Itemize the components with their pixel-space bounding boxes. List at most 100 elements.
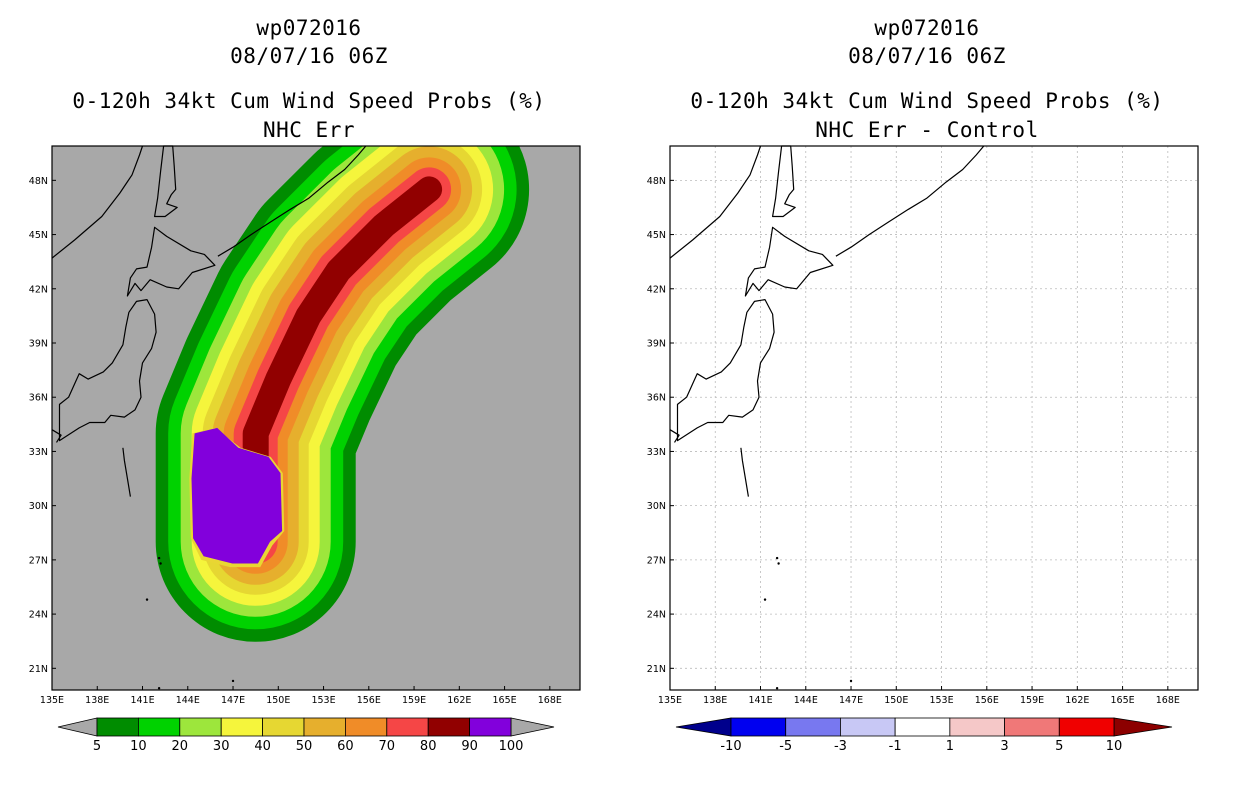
lon-tick-label: 144E xyxy=(794,695,818,706)
lat-tick-label: 36N xyxy=(647,393,666,404)
island-dot xyxy=(159,562,162,565)
lon-tick-label: 165E xyxy=(1111,695,1135,706)
lat-tick-label: 45N xyxy=(29,230,48,241)
lon-tick-label: 150E xyxy=(884,695,908,706)
map-frame xyxy=(669,145,1199,691)
lon-tick-label: 162E xyxy=(447,695,471,706)
lat-tick-label: 21N xyxy=(29,664,48,675)
coastline-hokkaido xyxy=(744,226,834,297)
lat-tick-label: 42N xyxy=(29,284,48,295)
colorbar-swatch xyxy=(469,717,512,737)
coastlines xyxy=(669,145,985,690)
colorbar-label: -1 xyxy=(889,739,902,754)
lat-tick-label: 30N xyxy=(647,501,666,512)
island-dot xyxy=(145,598,149,601)
lat-tick-label: 30N xyxy=(29,501,48,512)
lat-tick-label: 36N xyxy=(29,393,48,404)
lat-tick-label: 48N xyxy=(647,176,666,187)
lat-tick-label: 42N xyxy=(647,284,666,295)
island-dot xyxy=(157,686,161,690)
map-background xyxy=(670,146,1198,690)
coastline-sakhalin xyxy=(154,145,178,218)
axes: 21N 24N 27N 30N 33N 36N 39N 42N 45N 48N 135E 138E 14… xyxy=(647,176,1180,706)
island-dot xyxy=(775,556,779,560)
lon-tick-label: 156E xyxy=(357,695,381,706)
prob-band-100 xyxy=(191,427,283,564)
colorbar-label: -3 xyxy=(834,739,847,754)
colorbar-swatch xyxy=(949,717,1005,737)
coastline-izu xyxy=(740,447,749,497)
left-panel-probabilities: wp072016 08/07/16 06Z 0-120h 34kt Cum Wi… xyxy=(29,16,581,754)
right-panel-difference: wp072016 08/07/16 06Z 0-120h 34kt Cum Wi… xyxy=(618,0,1236,800)
map-frame xyxy=(51,145,581,691)
lat-tick-label: 33N xyxy=(29,447,48,458)
colorbar-label: 70 xyxy=(379,739,396,754)
axes: 21N 24N 27N 30N 33N 36N 39N 42N 45N 48N 135E 138E 14… xyxy=(29,176,562,706)
lon-tick-label: 165E xyxy=(493,695,517,706)
lon-tick-label: 153E xyxy=(929,695,953,706)
difference-map: 21N 24N 27N 30N 33N 36N 39N 42N 45N 48N 135E 138E 14… xyxy=(647,145,1199,754)
island-dot xyxy=(231,679,235,683)
subtitle: NHC Err - Control xyxy=(815,118,1039,142)
probability-plume xyxy=(155,146,530,642)
coastline-honshu xyxy=(676,299,775,442)
colorbar-over-arrow xyxy=(1113,717,1173,737)
coastline-hokkaido xyxy=(126,226,216,297)
colorbar-label: 40 xyxy=(254,739,271,754)
coastline-mainland xyxy=(669,145,762,259)
colorbar-swatch xyxy=(220,717,263,737)
island-dot xyxy=(157,556,161,560)
colorbar-label: 100 xyxy=(499,739,524,754)
colorbar-swatch xyxy=(894,717,951,737)
colorbar-label: 5 xyxy=(93,739,101,754)
colorbar-under-arrow xyxy=(675,717,732,737)
lat-tick-label: 27N xyxy=(29,555,48,566)
coastline-kurils xyxy=(217,145,367,257)
lat-tick-label: 48N xyxy=(29,176,48,187)
colorbar-label: 10 xyxy=(130,739,147,754)
lon-tick-label: 159E xyxy=(1020,695,1044,706)
lon-tick-label: 138E xyxy=(85,695,109,706)
lat-tick-label: 45N xyxy=(647,230,666,241)
island-dot xyxy=(775,686,779,690)
colorbar-swatch xyxy=(386,717,429,737)
field-title: 0-120h 34kt Cum Wind Speed Probs (%) xyxy=(690,89,1164,113)
colorbar-swatch xyxy=(262,717,305,737)
lat-tick-label: 39N xyxy=(29,338,48,349)
colorbar-label: -10 xyxy=(720,739,741,754)
colorbar-swatch xyxy=(730,717,787,737)
colorbar: -10 -5 -3 -1 1 3 5 10 xyxy=(675,717,1173,754)
gridlines xyxy=(670,146,1198,690)
colorbar-label: 10 xyxy=(1106,739,1123,754)
colorbar-swatch xyxy=(427,717,471,737)
datetime-title: 08/07/16 06Z xyxy=(848,44,1006,68)
storm-id-title: wp072016 xyxy=(874,16,980,40)
colorbar-label: -5 xyxy=(779,739,792,754)
lon-tick-label: 135E xyxy=(658,695,682,706)
colorbar-swatch xyxy=(1004,717,1060,737)
colorbar-label: 1 xyxy=(946,739,954,754)
colorbar-label: 50 xyxy=(296,739,313,754)
lat-tick-label: 21N xyxy=(647,664,666,675)
island-dot xyxy=(763,598,767,601)
lon-tick-label: 144E xyxy=(176,695,200,706)
coastline-sakhalin xyxy=(772,145,796,218)
colorbar-swatch xyxy=(840,717,896,737)
colorbar-swatch xyxy=(96,717,139,737)
lat-tick-label: 24N xyxy=(29,610,48,621)
lat-tick-label: 24N xyxy=(647,610,666,621)
lat-tick-label: 39N xyxy=(647,338,666,349)
coastline-shikoku xyxy=(51,429,62,443)
colorbar-label: 20 xyxy=(172,739,189,754)
colorbar-under-arrow xyxy=(57,717,98,737)
colorbar-label: 3 xyxy=(1000,739,1008,754)
subtitle: NHC Err xyxy=(262,118,355,142)
colorbar: 5 10 20 30 40 50 60 70 80 90 100 xyxy=(57,717,555,754)
probability-map: 21N 24N 27N 30N 33N 36N 39N 42N 45N 48N 135E 138E 14… xyxy=(29,145,581,754)
colorbar-swatch xyxy=(303,717,346,737)
lon-tick-label: 147E xyxy=(221,695,245,706)
colorbar-swatch xyxy=(344,717,388,737)
island-dot xyxy=(777,562,780,565)
lon-tick-label: 138E xyxy=(703,695,727,706)
colorbar-swatch xyxy=(1058,717,1115,737)
